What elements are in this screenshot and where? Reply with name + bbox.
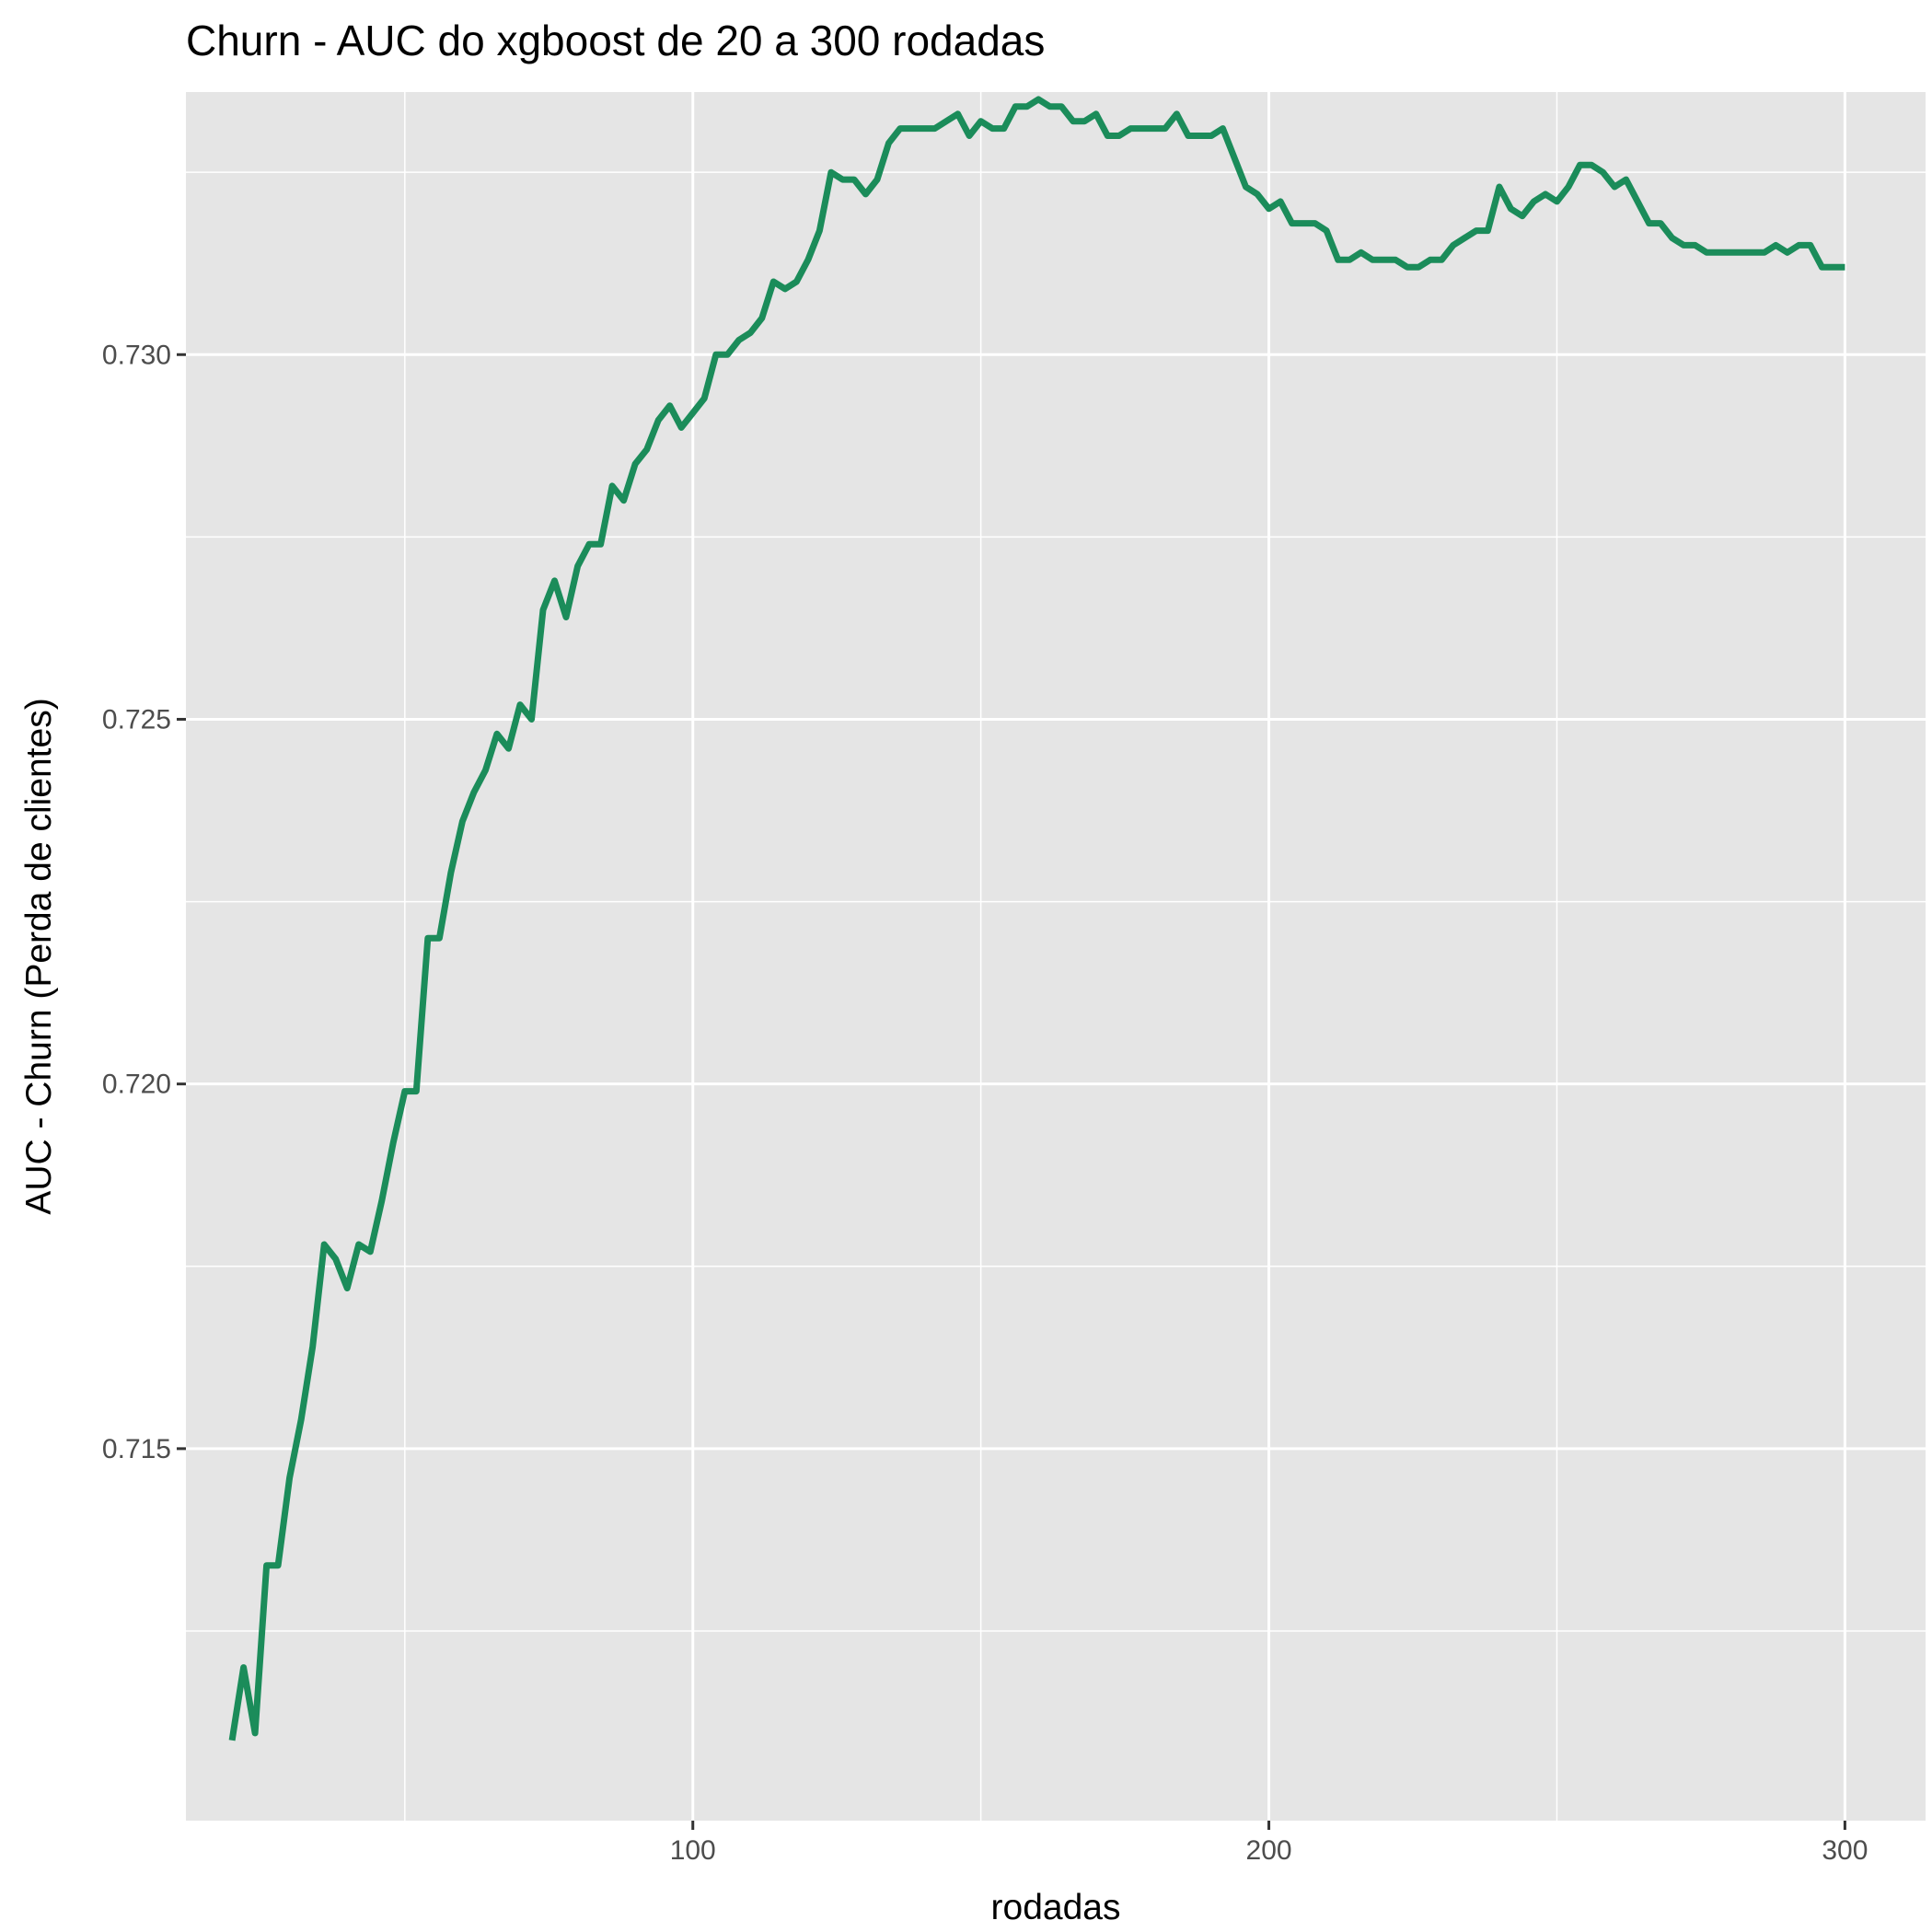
- x-tick-label: 100: [670, 1835, 716, 1866]
- y-axis: 0.715 0.720 0.725 0.730: [102, 340, 186, 1464]
- chart-title: Churn - AUC do xgboost de 20 a 300 rodad…: [186, 17, 1045, 64]
- minor-gridlines: [186, 92, 1926, 1821]
- y-tick-label: 0.725: [102, 704, 171, 735]
- series-line: [228, 96, 1845, 1741]
- y-tick-label: 0.720: [102, 1070, 171, 1100]
- y-axis-title: AUC - Churn (Perda de clientes): [19, 698, 59, 1214]
- series-layer: [228, 96, 1845, 1741]
- y-tick-label: 0.715: [102, 1434, 171, 1464]
- plot-panel: [186, 92, 1926, 1821]
- y-tick-label: 0.730: [102, 340, 171, 370]
- x-axis-title: rodadas: [991, 1888, 1121, 1927]
- x-tick-label: 200: [1246, 1835, 1292, 1866]
- major-gridlines: [186, 92, 1926, 1821]
- x-axis: 100 200 300: [670, 1821, 1868, 1866]
- x-tick-label: 300: [1822, 1835, 1868, 1866]
